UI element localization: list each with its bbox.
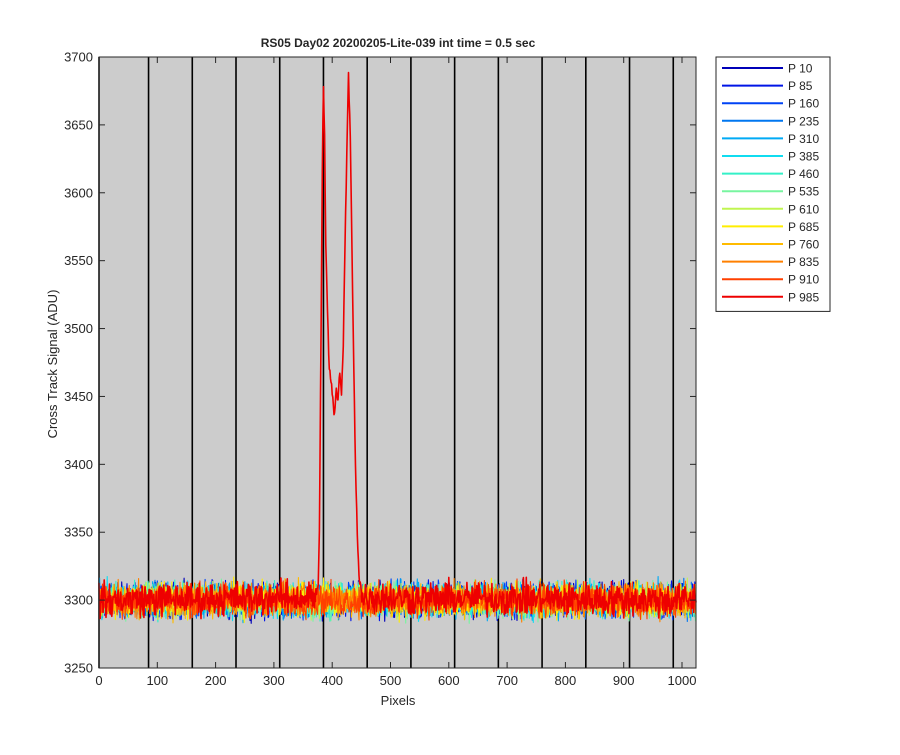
- plot-frame: [98, 56, 697, 669]
- x-tick-label: 400: [321, 673, 343, 688]
- x-tick-label: 200: [205, 673, 227, 688]
- y-tick-label: 3550: [64, 253, 93, 268]
- axes: 0 100 200 300 400 500 600 700 800 900 1000 3250 3300…: [64, 50, 696, 689]
- x-tick-label: 300: [263, 673, 285, 688]
- y-axis-label: Cross Track Signal (ADU): [45, 290, 60, 439]
- x-tick-label: 500: [380, 673, 402, 688]
- y-tick-label: 3350: [64, 525, 93, 540]
- legend-label: P 310: [788, 132, 819, 146]
- legend-box: [715, 56, 831, 312]
- y-tick-label: 3400: [64, 457, 93, 472]
- x-axis-label: Pixels: [381, 693, 416, 708]
- legend-label: P 235: [788, 114, 819, 128]
- x-tick-label: 100: [146, 673, 168, 688]
- y-tick-label: 3300: [64, 593, 93, 608]
- y-tick-label: 3650: [64, 117, 93, 132]
- legend-label: P 610: [788, 202, 819, 216]
- y-tick-label: 3450: [64, 389, 93, 404]
- y-tick-label: 3250: [64, 661, 93, 676]
- y-tick-label: 3500: [64, 321, 93, 336]
- y-tick-label: 3700: [64, 50, 93, 65]
- x-tick-label: 600: [438, 673, 460, 688]
- vertical-lines: [98, 57, 675, 668]
- legend-label: P 985: [788, 290, 819, 304]
- plot-area: [99, 57, 696, 668]
- legend-label: P 385: [788, 150, 819, 164]
- legend-label: P 535: [788, 185, 819, 199]
- x-tick-label: 800: [555, 673, 577, 688]
- x-tick-label: 900: [613, 673, 635, 688]
- x-tick-label: 700: [496, 673, 518, 688]
- legend: P 10 P 85 P 160 P 235 P 310 P 385 P 460 P 535 P …: [715, 56, 831, 312]
- series-layer: [98, 71, 697, 624]
- chart-title: RS05 Day02 20200205-Lite-039 int time = …: [261, 36, 536, 50]
- legend-label: P 85: [788, 79, 813, 93]
- x-tick-label: 1000: [668, 673, 697, 688]
- legend-label: P 460: [788, 167, 819, 181]
- series-line: [98, 71, 697, 620]
- legend-label: P 835: [788, 255, 819, 269]
- legend-label: P 760: [788, 238, 819, 252]
- legend-label: P 910: [788, 273, 819, 287]
- x-tick-label: 0: [95, 673, 102, 688]
- legend-label: P 160: [788, 97, 819, 111]
- y-tick-label: 3600: [64, 185, 93, 200]
- legend-label: P 685: [788, 220, 819, 234]
- legend-label: P 10: [788, 62, 813, 76]
